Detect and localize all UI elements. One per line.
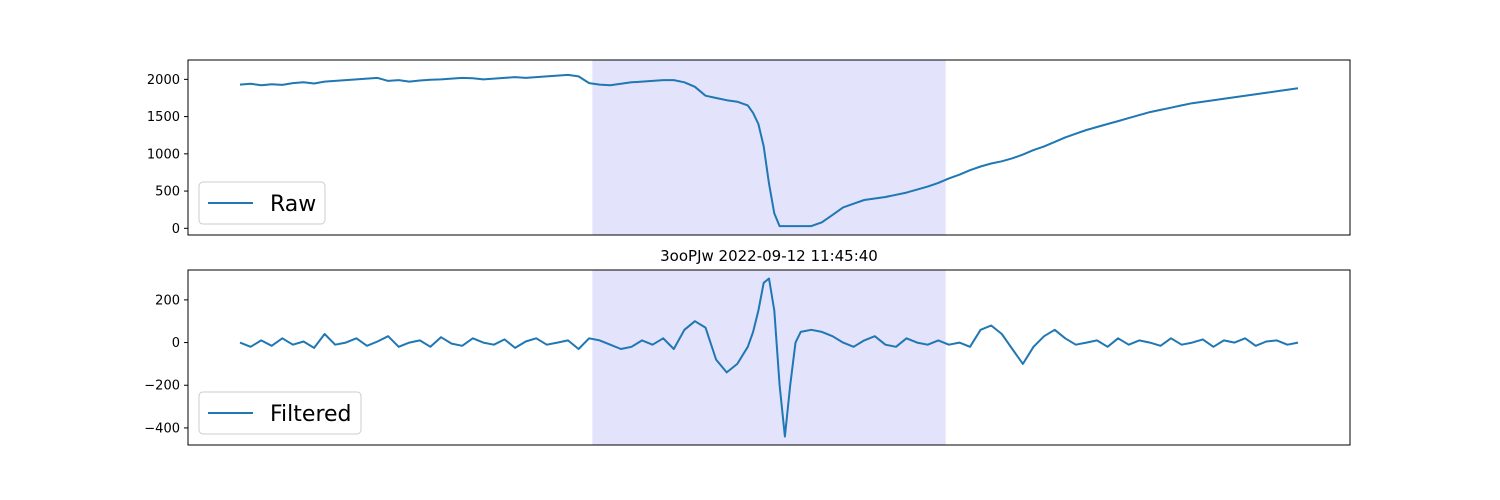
y-tick-label: 1500 <box>147 110 180 125</box>
series-line-filtered <box>239 277 1299 438</box>
legend-label: Raw <box>270 192 316 217</box>
y-tick-label: −400 <box>144 421 180 436</box>
y-tick-label: 0 <box>172 336 180 351</box>
chart-title: 3ooPJw 2022-09-12 11:45:40 <box>660 247 878 265</box>
y-axis-ticks: 0 500 1000 1500 2000 <box>147 73 188 237</box>
y-tick-label: 2000 <box>147 73 180 88</box>
legend-label: Filtered <box>270 402 352 427</box>
plot-frame <box>187 269 1351 446</box>
legend-box <box>198 181 326 225</box>
y-tick-label: 200 <box>155 293 180 308</box>
highlight-span <box>592 60 946 235</box>
legend: Filtered <box>198 391 362 435</box>
y-tick-label: 0 <box>172 222 180 237</box>
y-tick-label: 500 <box>155 185 180 200</box>
legend: Raw <box>198 181 326 225</box>
raw-signal-panel: 0 500 1000 1500 2000 Raw <box>147 59 1351 237</box>
y-tick-label: 1000 <box>147 147 180 162</box>
y-axis-ticks: −400 −200 0 200 <box>144 293 188 436</box>
plot-frame <box>187 59 1351 236</box>
filtered-signal-panel: 3ooPJw 2022-09-12 11:45:40 −400−2000200 … <box>144 247 1351 446</box>
legend-box <box>198 391 362 435</box>
y-tick-label: −200 <box>144 379 180 394</box>
series-line-raw <box>239 73 1299 228</box>
highlight-span <box>592 270 946 445</box>
